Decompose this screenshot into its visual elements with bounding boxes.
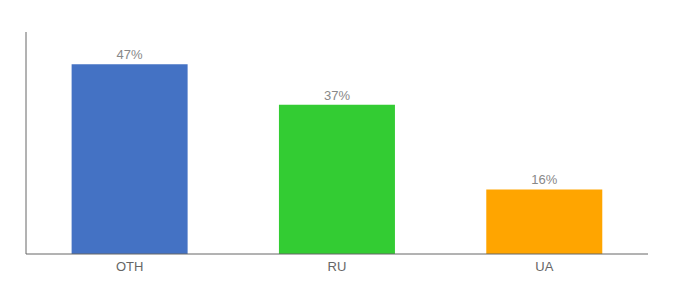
svg-text:UA: UA	[535, 259, 553, 274]
svg-text:RU: RU	[328, 259, 347, 274]
svg-text:16%: 16%	[531, 172, 557, 187]
svg-text:47%: 47%	[117, 47, 143, 62]
svg-text:OTH: OTH	[116, 259, 143, 274]
svg-text:37%: 37%	[324, 88, 350, 103]
